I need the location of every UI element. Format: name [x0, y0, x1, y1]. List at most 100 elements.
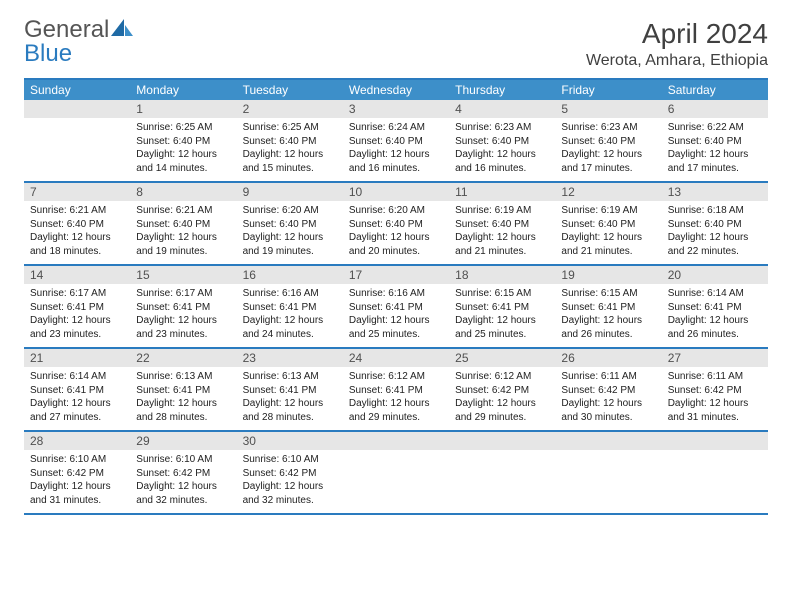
- day-line: Sunset: 6:42 PM: [243, 467, 337, 481]
- day-content: Sunrise: 6:16 AMSunset: 6:41 PMDaylight:…: [343, 284, 449, 347]
- day-cell: 30Sunrise: 6:10 AMSunset: 6:42 PMDayligh…: [237, 432, 343, 513]
- brand-part1: General: [24, 18, 109, 42]
- day-line: Daylight: 12 hours and 26 minutes.: [561, 314, 655, 341]
- day-line: Sunrise: 6:16 AM: [349, 287, 443, 301]
- day-number: 10: [343, 183, 449, 201]
- day-line: Sunrise: 6:25 AM: [136, 121, 230, 135]
- day-line: Daylight: 12 hours and 24 minutes.: [243, 314, 337, 341]
- day-line: Sunset: 6:40 PM: [136, 135, 230, 149]
- day-line: Sunrise: 6:11 AM: [561, 370, 655, 384]
- day-line: Daylight: 12 hours and 21 minutes.: [561, 231, 655, 258]
- day-content: [343, 450, 449, 508]
- day-number: 14: [24, 266, 130, 284]
- day-line: Sunrise: 6:14 AM: [668, 287, 762, 301]
- day-content: Sunrise: 6:18 AMSunset: 6:40 PMDaylight:…: [662, 201, 768, 264]
- day-line: Sunset: 6:40 PM: [668, 218, 762, 232]
- day-line: Daylight: 12 hours and 14 minutes.: [136, 148, 230, 175]
- day-cell: 3Sunrise: 6:24 AMSunset: 6:40 PMDaylight…: [343, 100, 449, 181]
- day-content: Sunrise: 6:19 AMSunset: 6:40 PMDaylight:…: [555, 201, 661, 264]
- weekday-header: Friday: [555, 80, 661, 100]
- day-cell: 14Sunrise: 6:17 AMSunset: 6:41 PMDayligh…: [24, 266, 130, 347]
- day-line: Daylight: 12 hours and 16 minutes.: [455, 148, 549, 175]
- day-cell: 10Sunrise: 6:20 AMSunset: 6:40 PMDayligh…: [343, 183, 449, 264]
- day-content: Sunrise: 6:22 AMSunset: 6:40 PMDaylight:…: [662, 118, 768, 181]
- day-line: Sunset: 6:40 PM: [668, 135, 762, 149]
- day-line: Sunset: 6:40 PM: [561, 218, 655, 232]
- day-number: 23: [237, 349, 343, 367]
- day-line: Sunset: 6:41 PM: [243, 301, 337, 315]
- day-content: Sunrise: 6:17 AMSunset: 6:41 PMDaylight:…: [24, 284, 130, 347]
- day-line: Sunrise: 6:11 AM: [668, 370, 762, 384]
- sail-icon: [111, 18, 133, 42]
- day-content: Sunrise: 6:14 AMSunset: 6:41 PMDaylight:…: [24, 367, 130, 430]
- day-line: Daylight: 12 hours and 32 minutes.: [136, 480, 230, 507]
- day-content: Sunrise: 6:14 AMSunset: 6:41 PMDaylight:…: [662, 284, 768, 347]
- day-line: Sunrise: 6:20 AM: [243, 204, 337, 218]
- day-line: Sunset: 6:40 PM: [243, 218, 337, 232]
- week-row: 28Sunrise: 6:10 AMSunset: 6:42 PMDayligh…: [24, 432, 768, 515]
- day-number: [662, 432, 768, 450]
- weekday-header: Thursday: [449, 80, 555, 100]
- day-cell: [555, 432, 661, 513]
- day-line: Daylight: 12 hours and 29 minutes.: [349, 397, 443, 424]
- day-number: 27: [662, 349, 768, 367]
- day-line: Sunset: 6:40 PM: [30, 218, 124, 232]
- day-line: Sunrise: 6:20 AM: [349, 204, 443, 218]
- day-number: 12: [555, 183, 661, 201]
- day-content: Sunrise: 6:11 AMSunset: 6:42 PMDaylight:…: [662, 367, 768, 430]
- day-line: Sunset: 6:41 PM: [349, 384, 443, 398]
- day-line: Daylight: 12 hours and 32 minutes.: [243, 480, 337, 507]
- day-line: Sunset: 6:41 PM: [455, 301, 549, 315]
- day-number: 24: [343, 349, 449, 367]
- day-cell: 8Sunrise: 6:21 AMSunset: 6:40 PMDaylight…: [130, 183, 236, 264]
- day-line: Sunrise: 6:24 AM: [349, 121, 443, 135]
- day-cell: 9Sunrise: 6:20 AMSunset: 6:40 PMDaylight…: [237, 183, 343, 264]
- day-cell: 1Sunrise: 6:25 AMSunset: 6:40 PMDaylight…: [130, 100, 236, 181]
- day-content: Sunrise: 6:20 AMSunset: 6:40 PMDaylight:…: [343, 201, 449, 264]
- day-content: Sunrise: 6:21 AMSunset: 6:40 PMDaylight:…: [24, 201, 130, 264]
- day-line: Sunset: 6:42 PM: [136, 467, 230, 481]
- day-line: Sunset: 6:41 PM: [668, 301, 762, 315]
- day-line: Sunrise: 6:21 AM: [30, 204, 124, 218]
- day-line: Sunset: 6:41 PM: [136, 301, 230, 315]
- day-cell: 23Sunrise: 6:13 AMSunset: 6:41 PMDayligh…: [237, 349, 343, 430]
- day-content: Sunrise: 6:23 AMSunset: 6:40 PMDaylight:…: [555, 118, 661, 181]
- day-cell: 22Sunrise: 6:13 AMSunset: 6:41 PMDayligh…: [130, 349, 236, 430]
- day-line: Sunrise: 6:17 AM: [30, 287, 124, 301]
- day-line: Daylight: 12 hours and 29 minutes.: [455, 397, 549, 424]
- day-content: Sunrise: 6:13 AMSunset: 6:41 PMDaylight:…: [130, 367, 236, 430]
- day-number: 22: [130, 349, 236, 367]
- day-content: Sunrise: 6:21 AMSunset: 6:40 PMDaylight:…: [130, 201, 236, 264]
- day-cell: 19Sunrise: 6:15 AMSunset: 6:41 PMDayligh…: [555, 266, 661, 347]
- day-line: Sunset: 6:40 PM: [243, 135, 337, 149]
- day-line: Daylight: 12 hours and 31 minutes.: [30, 480, 124, 507]
- day-line: Daylight: 12 hours and 28 minutes.: [243, 397, 337, 424]
- day-cell: [24, 100, 130, 181]
- day-cell: 28Sunrise: 6:10 AMSunset: 6:42 PMDayligh…: [24, 432, 130, 513]
- calendar-page: GeneralBlue April 2024 Werota, Amhara, E…: [0, 0, 792, 533]
- day-line: Daylight: 12 hours and 25 minutes.: [455, 314, 549, 341]
- day-cell: 15Sunrise: 6:17 AMSunset: 6:41 PMDayligh…: [130, 266, 236, 347]
- day-number: [449, 432, 555, 450]
- day-line: Sunset: 6:40 PM: [136, 218, 230, 232]
- day-line: Sunrise: 6:23 AM: [455, 121, 549, 135]
- day-cell: 11Sunrise: 6:19 AMSunset: 6:40 PMDayligh…: [449, 183, 555, 264]
- day-line: Sunset: 6:42 PM: [561, 384, 655, 398]
- day-line: Sunset: 6:40 PM: [561, 135, 655, 149]
- weekday-header-row: SundayMondayTuesdayWednesdayThursdayFrid…: [24, 80, 768, 100]
- day-line: Sunset: 6:42 PM: [30, 467, 124, 481]
- day-content: Sunrise: 6:20 AMSunset: 6:40 PMDaylight:…: [237, 201, 343, 264]
- day-line: Sunrise: 6:15 AM: [561, 287, 655, 301]
- day-line: Sunrise: 6:10 AM: [136, 453, 230, 467]
- day-number: 7: [24, 183, 130, 201]
- day-line: Daylight: 12 hours and 18 minutes.: [30, 231, 124, 258]
- day-cell: 17Sunrise: 6:16 AMSunset: 6:41 PMDayligh…: [343, 266, 449, 347]
- day-line: Sunset: 6:41 PM: [30, 301, 124, 315]
- day-cell: [662, 432, 768, 513]
- day-cell: 21Sunrise: 6:14 AMSunset: 6:41 PMDayligh…: [24, 349, 130, 430]
- day-content: [662, 450, 768, 508]
- day-line: Sunrise: 6:13 AM: [243, 370, 337, 384]
- day-line: Sunrise: 6:19 AM: [561, 204, 655, 218]
- location-subtitle: Werota, Amhara, Ethiopia: [586, 52, 768, 70]
- day-number: 21: [24, 349, 130, 367]
